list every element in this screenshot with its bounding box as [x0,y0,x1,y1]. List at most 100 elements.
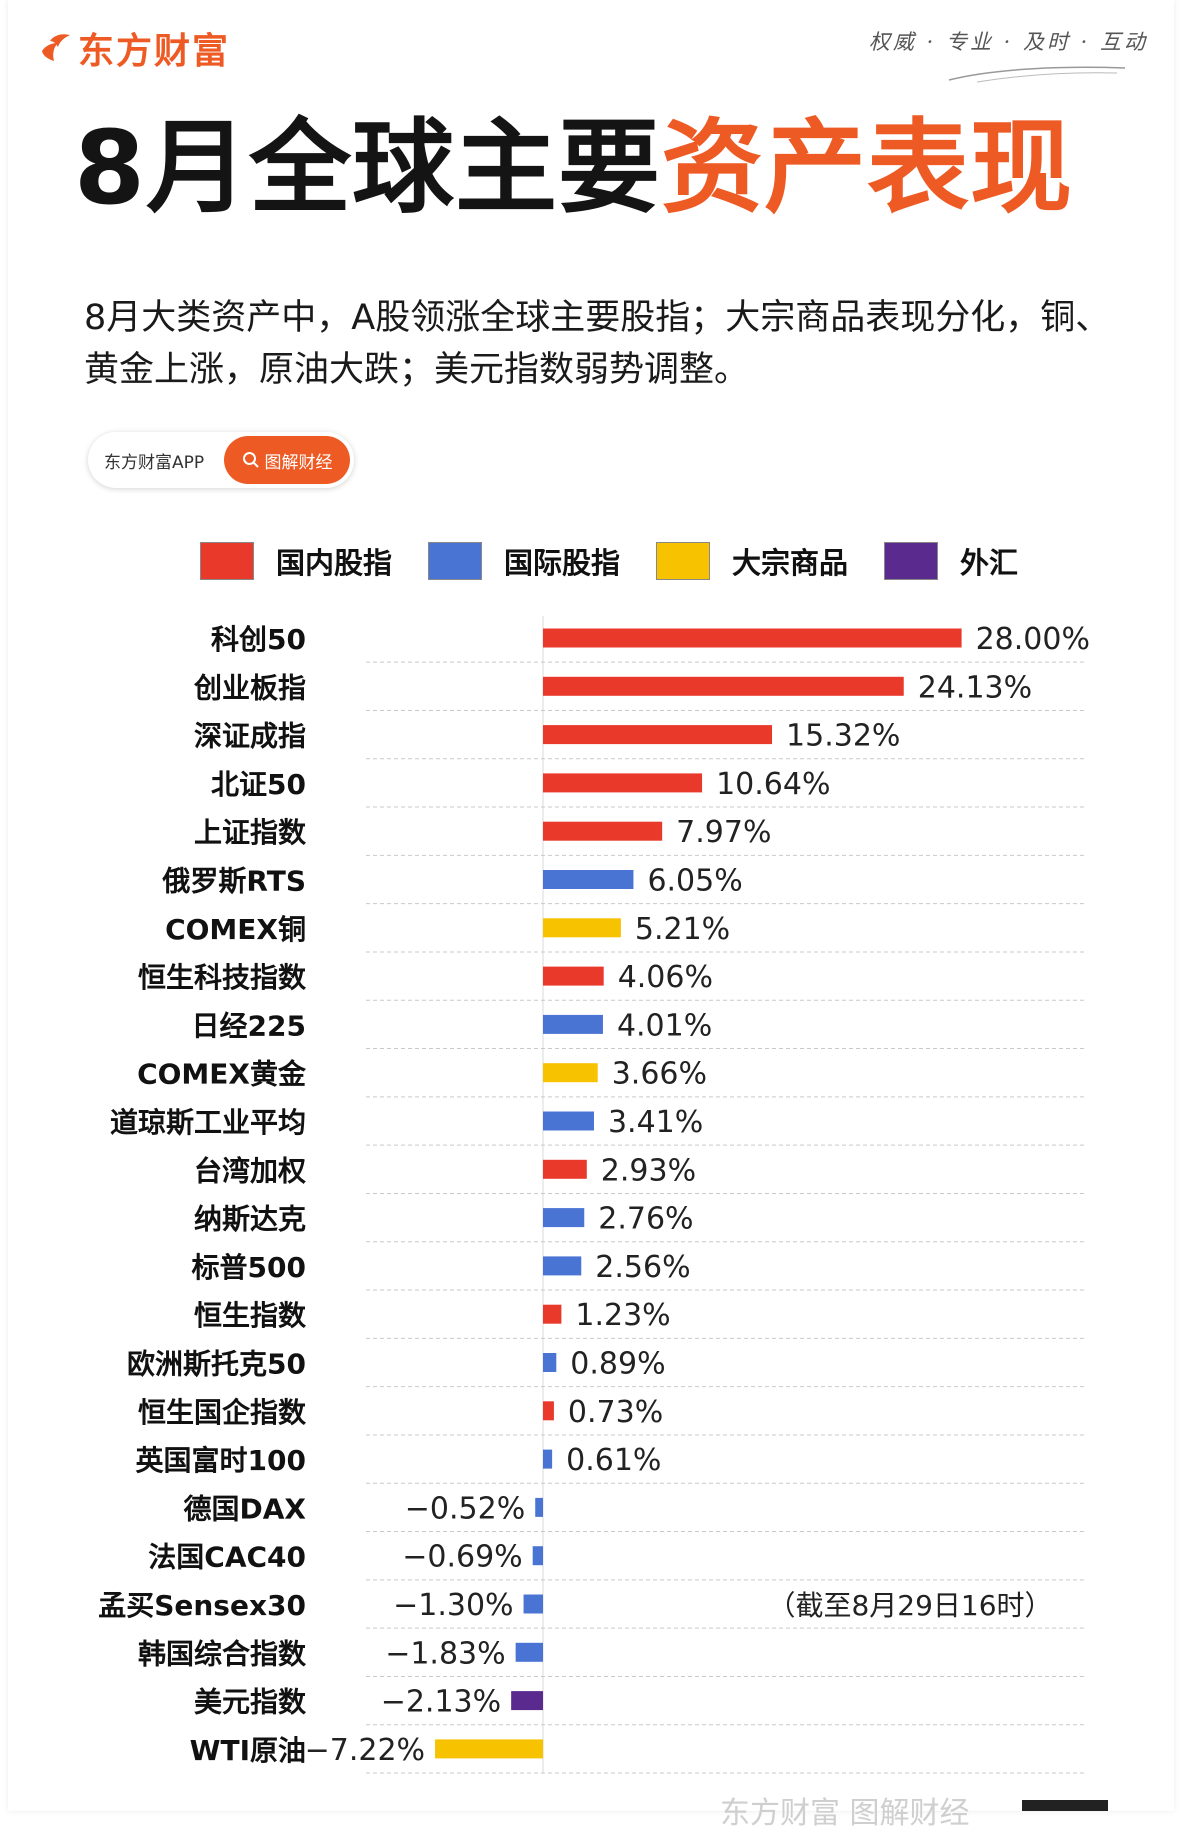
bar [543,1449,553,1469]
bar [435,1739,543,1759]
category-label: 恒生国企指数 [138,1396,307,1429]
bar [543,821,663,841]
category-label: 标普500 [192,1251,306,1284]
category-label: 日经225 [192,1009,306,1042]
category-label: 法国CAC40 [148,1541,306,1574]
category-label: 俄罗斯RTS [161,865,306,898]
value-label: 2.93% [601,1153,696,1188]
legend-label: 国内股指 [276,546,393,580]
search-button[interactable]: 图解财经 [224,436,350,484]
chart-note: （截至8月29日16时） [767,1589,1052,1622]
value-label: 10.64% [716,767,830,802]
category-label: 北证50 [211,768,306,801]
legend-label: 国际股指 [504,546,621,580]
category-label: 纳斯达克 [194,1203,306,1236]
category-label: WTI原油 [190,1734,306,1767]
value-label: 28.00% [976,622,1090,657]
value-label: 0.89% [570,1347,665,1382]
bar [543,1014,603,1034]
value-label: 2.56% [595,1250,690,1285]
category-label: 恒生科技指数 [138,961,307,994]
legend-item-commodity: 大宗商品 [656,540,848,582]
bar [543,1401,554,1421]
flame-icon [42,34,70,61]
chart-legend: 国内股指 国际股指 大宗商品 外汇 [200,538,1054,584]
legend-swatch [656,542,711,580]
value-label: −2.13% [381,1685,501,1720]
poster-frame [8,0,1174,1811]
page-title: 8月全球主要资产表现 [74,118,1073,220]
value-label: −7.22% [305,1733,425,1768]
category-label: 深证成指 [194,720,306,753]
category-label: 美元指数 [194,1686,307,1719]
value-label: 7.97% [676,815,771,850]
category-label: 德国DAX [183,1492,306,1525]
value-label: −0.69% [402,1540,522,1575]
brand-logo: 东方财富 [38,22,230,74]
bar [543,1063,598,1083]
category-label: COMEX黄金 [137,1058,307,1091]
legend-item-international: 国际股指 [428,540,620,582]
value-label: 0.61% [566,1443,661,1478]
value-label: −0.52% [405,1491,525,1526]
brand-slogan: 权威 · 专业 · 及时 · 互动 [868,30,1148,54]
legend-item-fx: 外汇 [884,540,1018,582]
bar [543,676,904,696]
category-label: 孟买Sensex30 [98,1589,306,1622]
bar [535,1497,543,1517]
category-label: 欧洲斯托克50 [127,1348,306,1381]
value-label: 4.01% [617,1008,712,1043]
title-part-2: 资产表现 [660,109,1073,228]
bar [543,628,962,648]
title-part-1: 8月全球主要 [74,109,661,228]
legend-swatch [884,542,939,580]
bar [543,1159,587,1179]
category-label: 创业板指 [193,671,306,704]
search-pill[interactable]: 东方财富APP 图解财经 [88,432,354,488]
bar [543,725,773,745]
value-label: 2.76% [598,1202,693,1237]
bar [543,1208,585,1228]
bar [543,1304,562,1324]
category-label: 科创50 [211,623,306,656]
bar [543,966,604,986]
value-label: 3.66% [612,1057,707,1092]
legend-swatch [428,542,483,580]
value-label: −1.83% [385,1636,505,1671]
category-label: 台湾加权 [194,1154,306,1187]
footer-watermark: 东方财富 图解财经 [720,1796,970,1831]
category-label: 道琼斯工业平均 [110,1106,306,1139]
value-label: 4.06% [618,960,713,995]
search-button-label: 图解财经 [264,452,333,473]
value-label: 0.73% [568,1395,663,1430]
category-label: 上证指数 [194,816,307,849]
bar [543,773,703,793]
legend-label: 外汇 [960,546,1019,580]
summary-text: 8月大类资产中，A股领涨全球主要股指；大宗商品表现分化，铜、黄金上涨，原油大跌；… [84,298,1111,390]
category-label: 恒生指数 [194,1299,307,1332]
category-label: COMEX铜 [165,913,306,946]
bar [515,1642,543,1662]
app-label: 东方财富APP [104,452,205,473]
legend-swatch [200,542,254,580]
legend-label: 大宗商品 [732,546,849,580]
value-label: 6.05% [647,864,742,899]
bar [543,1353,557,1372]
qr-code [1022,1800,1108,1811]
bar [543,1256,582,1276]
bar [543,918,621,938]
value-label: 1.23% [575,1298,670,1333]
bar [511,1691,543,1711]
bar [543,1111,594,1131]
search-icon [242,452,259,468]
bar [523,1594,543,1614]
value-label: 5.21% [635,912,730,947]
value-label: 15.32% [786,719,900,754]
category-label: 英国富时100 [136,1444,306,1477]
slogan-swoosh [948,66,1126,83]
bar [543,870,634,889]
value-label: 3.41% [608,1105,703,1140]
category-label: 韩国综合指数 [138,1637,307,1670]
bar [532,1546,543,1566]
